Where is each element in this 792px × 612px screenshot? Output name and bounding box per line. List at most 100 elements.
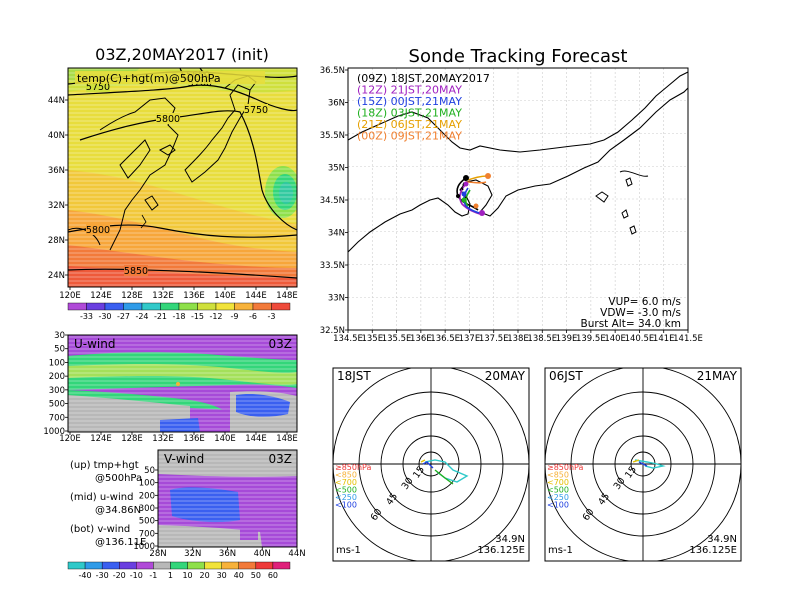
hodograph-ring-label: 15 (623, 464, 639, 480)
hodograph-level-label: <700 (547, 478, 569, 487)
v-wind-panel (158, 450, 297, 547)
top-lon-tick-label: 128E (121, 291, 143, 301)
hodograph-trace (638, 461, 648, 467)
hodograph-unit: ms-1 (336, 545, 361, 556)
map-lat-tick-label: 35N (328, 164, 345, 174)
hodograph-level-label: <100 (335, 501, 357, 510)
v-wind-y-tick-label: 200 (139, 491, 155, 501)
u-wind-x-tick-label: 120E (59, 434, 81, 444)
wind-colorbar-swatch (187, 561, 205, 570)
v-wind-y-tick-label: 1000 (133, 542, 155, 552)
map-lon-tick-label: 138.5E (527, 334, 557, 344)
param-burst: Burst Alt= 34.0 km (581, 318, 681, 330)
hodograph-lat: 34.9N (495, 534, 525, 545)
wind-colorbar-label: 50 (251, 571, 261, 580)
param-vdw: VDW= -3.0 m/s (600, 307, 681, 319)
hodograph-level-label: <500 (547, 486, 569, 495)
hodograph-date: 20MAY (485, 369, 526, 383)
note-bot-b: @136.11E (95, 537, 146, 548)
map-legend-entry: (00Z) 09JST,21MAY (357, 130, 462, 143)
map-lon-tick-label: 135E (361, 334, 383, 344)
wind-colorbar-swatch (238, 561, 257, 570)
temp-colorbar-label: -30 (98, 312, 111, 321)
note-mid-a: (mid) u-wind (70, 492, 133, 503)
contour-label: 5750 (86, 82, 110, 93)
v-wind-y-tick-label: 50 (144, 466, 155, 476)
wind-colorbar-label: -20 (113, 571, 126, 580)
map-lat-tick-label: 33N (328, 294, 345, 304)
wind-colorbar-label: 40 (234, 571, 244, 580)
note-mid-b: @34.86N (95, 505, 141, 516)
temp-colorbar-swatch (104, 302, 124, 311)
hodograph-lat: 34.9N (707, 534, 737, 545)
v-wind-time: 03Z (269, 452, 293, 466)
right-title: Sonde Tracking Forecast (409, 46, 628, 67)
u-wind-x-tick-label: 144E (245, 434, 267, 444)
map-lat-tick-label: 34N (328, 229, 345, 239)
map-lon-tick-label: 138E (507, 334, 529, 344)
hodograph-frame (332, 367, 530, 562)
u-wind-y-tick-label: 300 (49, 386, 65, 396)
hodograph-ring-label: 45 (596, 491, 612, 507)
v-wind-label: V-wind (164, 452, 204, 466)
u-wind-y-ticks: 30 50 100 200 300 500 700 1000 (43, 331, 68, 437)
temp-colorbar-swatch (215, 302, 235, 311)
temp-colorbar-label: -21 (154, 312, 167, 321)
hodograph-level-label: <850 (547, 471, 569, 480)
hodograph-level-label: <250 (547, 493, 569, 502)
top-map-frame (67, 67, 298, 288)
u-wind-y-tick-label: 50 (54, 345, 65, 355)
note-bot-a: (bot) v-wind (70, 524, 130, 535)
wind-colorbar-swatch (101, 561, 120, 570)
u-wind-label: U-wind (74, 337, 115, 351)
temp-colorbar-label: -15 (191, 312, 204, 321)
map-lat-ticks: 36.5N 36N 35.5N 35N 34.5N 34N 33.5N 33N 32.5N (320, 66, 348, 336)
wind-colorbar-label: 60 (268, 571, 278, 580)
wind-colorbar-swatch (84, 561, 103, 570)
temp-colorbar-swatch (252, 302, 272, 311)
note-up-b: @500hPa (95, 473, 142, 484)
hodograph-ring-label: 60 (369, 507, 385, 523)
map-lat-tick-label: 35.5N (320, 131, 345, 141)
map-lat-tick-label: 32.5N (320, 326, 345, 336)
u-wind-y-tick-label: 700 (49, 413, 65, 423)
map-lon-tick-label: 134.5E (333, 334, 363, 344)
map-lon-ticks: 134.5E135E135.5E136E136.5E137E137.5E138E… (333, 330, 703, 344)
trajectory-markers (456, 173, 491, 216)
u-wind-x-tick-label: 124E (90, 434, 112, 444)
u-wind-x-tick-label: 132E (152, 434, 174, 444)
u-wind-y-tick-label: 100 (49, 358, 65, 368)
temp-colorbar-swatch (86, 302, 106, 311)
temp-colorbar-swatch (123, 302, 143, 311)
hodograph-frame (544, 367, 742, 562)
hodograph-time: 18JST (337, 369, 371, 383)
map-legend-entry: (09Z) 18JST,20MAY2017 (357, 72, 490, 85)
hodograph-trace (420, 459, 426, 463)
top-lat-tick-label: 36N (48, 166, 65, 176)
map-lon-tick-label: 140E (604, 334, 626, 344)
map-lon-tick-label: 136E (410, 334, 432, 344)
wind-colorbar-swatch (255, 561, 274, 570)
hodograph-lon: 136.125E (477, 545, 525, 556)
map-lon-tick-label: 135.5E (382, 334, 412, 344)
wind-colorbar: -40 -30 -20 -10 -1 1 10 20 30 40 50 60 (67, 561, 291, 580)
wind-colorbar-swatch (170, 561, 188, 570)
top-lat-tick-label: 32N (48, 201, 65, 211)
temp-colorbar-swatch (67, 302, 87, 311)
wind-colorbar-label: 1 (168, 571, 173, 580)
map-lat-tick-label: 36.5N (320, 66, 345, 76)
hodograph-trace (634, 459, 666, 469)
temp-colorbar-swatch (271, 302, 291, 311)
top-lon-tick-label: 120E (59, 291, 81, 301)
v-wind-x-tick-label: 32N (184, 549, 201, 559)
map-lat-tick-label: 33.5N (320, 261, 345, 271)
contour-label: 5800 (156, 114, 180, 125)
map-legend-entry: (12Z) 21JST,20MAY (357, 84, 462, 97)
hodograph-trace (632, 459, 640, 463)
v-wind-y-tick-label: 500 (139, 517, 155, 527)
wind-colorbar-swatch (67, 561, 86, 570)
hodograph-lon: 136.125E (689, 545, 737, 556)
